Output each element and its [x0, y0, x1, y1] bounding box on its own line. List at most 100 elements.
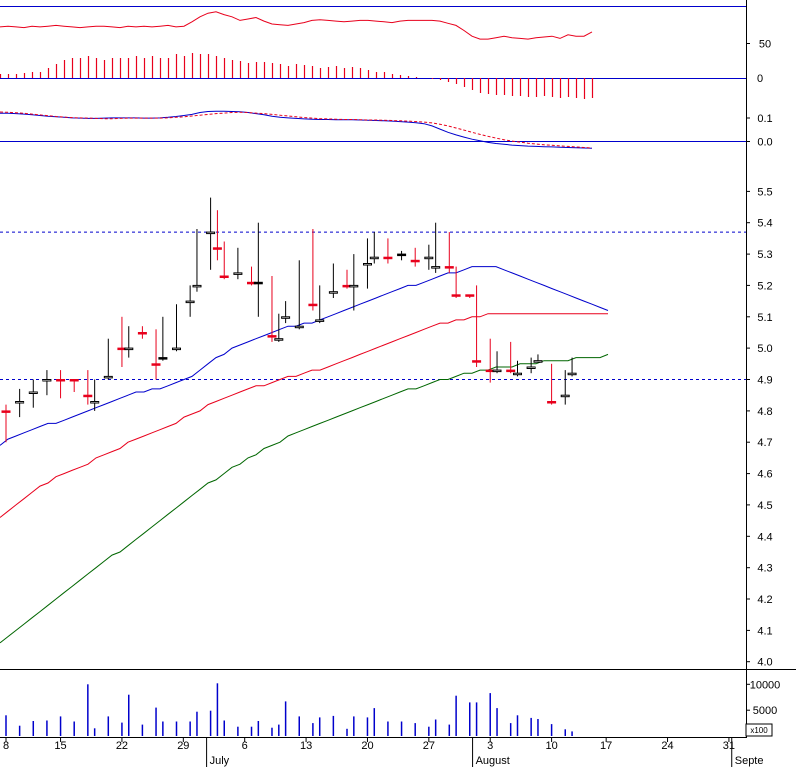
- candle-body: [431, 266, 441, 269]
- price-y-tick-label: 4.3: [757, 563, 772, 575]
- x-tick-label: 6: [242, 740, 248, 752]
- x-tick-label: 27: [423, 740, 435, 752]
- candle-body: [547, 401, 557, 404]
- x-tick-label: 13: [300, 740, 312, 752]
- candle-body: [15, 401, 25, 404]
- candle-body: [315, 319, 325, 322]
- volume-scale-badge: x100: [745, 723, 773, 737]
- candle-body: [212, 247, 222, 250]
- price-y-tick-label: 5.5: [757, 186, 772, 198]
- candle-body: [158, 357, 168, 360]
- month-label: July: [210, 755, 230, 767]
- osc-y-zero-label: 0: [757, 73, 763, 85]
- signal-y-tick-label: 0.0: [757, 137, 772, 149]
- x-tick-label: 22: [116, 740, 128, 752]
- osc-y-tick-label: 50: [759, 39, 771, 51]
- candle-body: [492, 369, 502, 373]
- candle-body: [151, 363, 161, 366]
- price-panel: [0, 197, 796, 670]
- candle-body: [206, 231, 216, 235]
- candle-body: [267, 335, 277, 338]
- x-tick-label: 20: [361, 740, 373, 752]
- price-y-tick-label: 4.7: [757, 437, 772, 449]
- volume-panel: [5, 683, 573, 736]
- volume-y-tick-label: 5000: [753, 705, 777, 717]
- price-y-tick-label: 4.1: [757, 625, 772, 637]
- volume-scale-badge-box: [745, 723, 773, 737]
- candle-body: [233, 272, 243, 275]
- candle-body: [274, 338, 284, 341]
- candle-body: [69, 379, 79, 382]
- candle-body: [308, 303, 318, 307]
- volume-y-tick-label: 10000: [750, 679, 781, 691]
- candle-body: [253, 281, 263, 285]
- price-y-tick-label: 5.1: [757, 312, 772, 324]
- candle-body: [294, 325, 304, 329]
- signal-y-tick-label: 0.1: [757, 113, 772, 125]
- candle-body: [137, 332, 147, 335]
- price-y-tick-label: 5.4: [757, 218, 772, 230]
- candle-body: [328, 291, 338, 294]
- candle-body: [185, 300, 195, 304]
- candle-body: [219, 275, 229, 278]
- x-tick-label: 17: [600, 740, 612, 752]
- candle-body: [451, 294, 461, 297]
- candle-body: [506, 369, 516, 373]
- candle-body: [281, 316, 291, 319]
- candle-body: [90, 401, 100, 404]
- osc-line: [0, 11, 593, 40]
- price-y-tick-label: 4.8: [757, 406, 772, 418]
- month-label: Septe: [735, 755, 764, 767]
- candle-body: [192, 284, 202, 288]
- price-y-tick-label: 5.2: [757, 280, 772, 292]
- candle-body: [42, 379, 52, 382]
- price-y-tick-label: 5.0: [757, 343, 772, 355]
- candle-body: [349, 284, 359, 288]
- candle-body: [28, 391, 38, 394]
- month-label: August: [476, 755, 510, 767]
- candle-body: [560, 394, 570, 398]
- signal-line: [0, 110, 593, 149]
- x-tick-label: 29: [177, 740, 189, 752]
- ma-short-moving-average: [0, 266, 609, 446]
- candle-body: [513, 372, 522, 376]
- candle-body: [567, 372, 577, 376]
- price-y-tick-label: 4.9: [757, 375, 772, 387]
- x-tick-label: 31: [723, 740, 735, 752]
- price-y-tick-label: 4.0: [757, 657, 772, 669]
- candle-body: [397, 253, 407, 257]
- price-y-tick-label: 5.3: [757, 249, 772, 261]
- x-tick-label: 10: [545, 740, 557, 752]
- price-y-tick-label: 4.5: [757, 500, 772, 512]
- volume-scale-badge-label: x100: [750, 726, 768, 735]
- candle-body: [526, 366, 536, 369]
- ma-mid-moving-average: [0, 313, 608, 518]
- candle-body: [1, 410, 11, 413]
- candle-body: [83, 394, 93, 398]
- x-tick-label: 15: [54, 740, 66, 752]
- candle-body: [56, 379, 66, 382]
- x-axis: 8 15 22 29 6 13 20 27 3 10 17 24 31 July August Septe: [0, 737, 763, 767]
- candle-body: [410, 259, 420, 263]
- candle-body: [383, 256, 393, 260]
- candle-body: [363, 263, 372, 266]
- candle-body: [124, 347, 134, 351]
- signal-panel: [0, 110, 746, 149]
- price-y-tick-label: 4.4: [757, 531, 772, 543]
- signal-dashed-line: [0, 111, 593, 149]
- price-y-tick-label: 4.2: [757, 594, 772, 606]
- ma-long-moving-average: [0, 353, 609, 644]
- y-axis: 50 0 0.1 0.0 5.5 5.4 5.3 5.2 5.1 5.0 4.9 4.8 4.7 4.6 4…: [745, 0, 781, 738]
- candle-body: [444, 266, 454, 269]
- oscillator-panel: [0, 6, 746, 99]
- x-tick-label: 24: [661, 740, 673, 752]
- candle-body: [172, 347, 181, 351]
- candle-body: [424, 256, 434, 260]
- candle-body: [472, 360, 482, 363]
- price-y-tick-label: 4.6: [757, 469, 772, 481]
- candle-body: [369, 256, 379, 260]
- candle-body: [103, 375, 113, 379]
- x-tick-label: 3: [487, 740, 493, 752]
- candle-body: [533, 360, 543, 363]
